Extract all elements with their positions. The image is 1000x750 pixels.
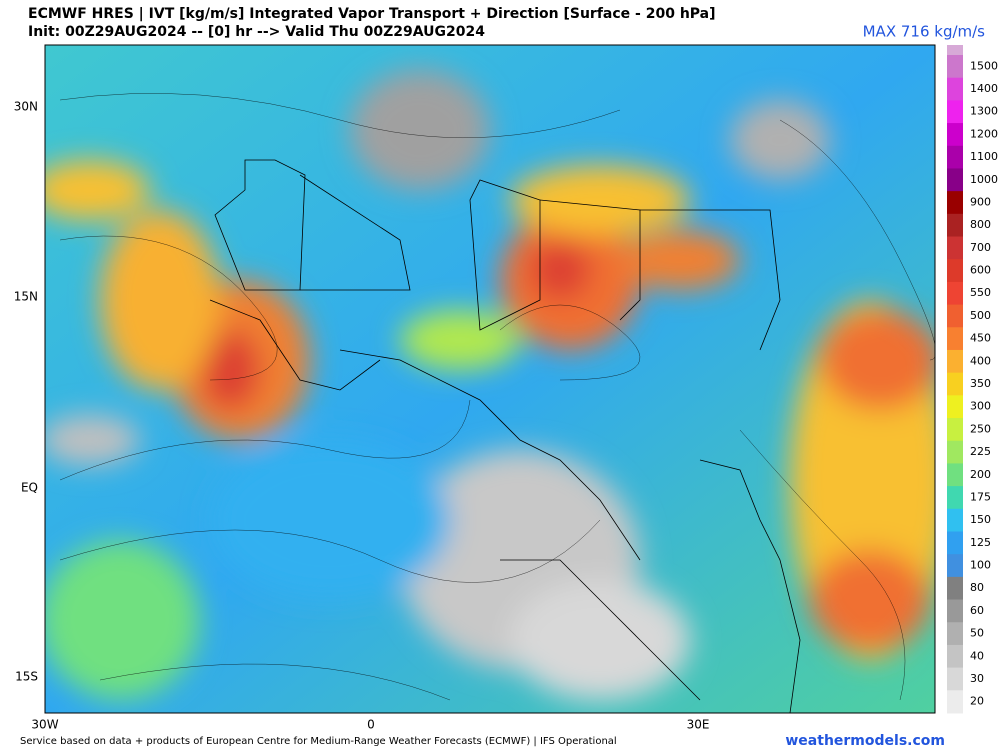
colorbar-label: 125 xyxy=(970,536,991,549)
colorbar-label: 150 xyxy=(970,513,991,526)
colorbar-label: 550 xyxy=(970,286,991,299)
colorbar-swatch xyxy=(947,554,963,578)
colorbar-label: 350 xyxy=(970,377,991,390)
lon-label: 30W xyxy=(31,718,58,732)
lat-label: EQ xyxy=(21,481,38,495)
colorbar-label: 500 xyxy=(970,309,991,322)
footer-site: weathermodels.com xyxy=(785,733,945,749)
colorbar-label: 700 xyxy=(970,241,991,254)
colorbar-label: 1000 xyxy=(970,173,998,186)
colorbar-swatch xyxy=(947,690,963,714)
colorbar-swatch xyxy=(947,599,963,623)
colorbar-label: 80 xyxy=(970,581,984,594)
colorbar-label: 50 xyxy=(970,627,984,640)
map xyxy=(45,45,935,713)
colorbar-label: 1200 xyxy=(970,127,998,140)
colorbar-swatch xyxy=(947,168,963,192)
colorbar-swatch xyxy=(947,281,963,306)
colorbar-label: 900 xyxy=(970,195,991,208)
max-label: MAX 716 kg/m/s xyxy=(863,23,986,41)
colorbar-label: 800 xyxy=(970,218,991,231)
colorbar-swatch xyxy=(947,349,963,374)
colorbar-label: 1300 xyxy=(970,105,998,118)
colorbar-swatch xyxy=(947,123,963,147)
colorbar-label: 40 xyxy=(970,649,984,662)
colorbar-label: 400 xyxy=(970,354,991,367)
colorbar-swatch xyxy=(947,531,963,555)
colorbar-swatch xyxy=(947,667,963,691)
colorbar-label: 20 xyxy=(970,695,984,708)
colorbar-swatch xyxy=(947,213,963,238)
lat-label: 15N xyxy=(14,290,38,304)
lat-label: 15S xyxy=(15,670,38,684)
colorbar-swatch xyxy=(947,236,963,260)
colorbar-swatch xyxy=(947,100,963,124)
colorbar-label: 300 xyxy=(970,400,991,413)
colorbar-swatch xyxy=(947,145,963,169)
colorbar-label: 200 xyxy=(970,468,991,481)
colorbar-swatch xyxy=(947,622,963,646)
lon-label: 30E xyxy=(687,718,710,732)
colorbar-swatch xyxy=(947,440,963,464)
colorbar-label: 100 xyxy=(970,559,991,572)
lon-label: 0 xyxy=(367,718,375,732)
colorbar-label: 60 xyxy=(970,604,984,617)
colorbar-label: 1500 xyxy=(970,59,998,72)
colorbar-label: 450 xyxy=(970,332,991,345)
colorbar-swatch xyxy=(947,508,963,532)
colorbar-swatch xyxy=(947,395,963,419)
colorbar-swatch xyxy=(947,55,963,79)
colorbar-swatch xyxy=(947,327,963,351)
colorbar-swatch xyxy=(947,576,963,601)
colorbar-swatch xyxy=(947,304,963,328)
colorbar-swatch xyxy=(947,644,963,669)
colorbar-swatch xyxy=(947,191,963,215)
footer-credit: Service based on data + products of Euro… xyxy=(20,736,617,747)
colorbar-label: 600 xyxy=(970,264,991,277)
colorbar-label: 250 xyxy=(970,422,991,435)
colorbar-swatch xyxy=(947,463,963,487)
colorbar-swatch xyxy=(947,77,963,101)
colorbar-label: 175 xyxy=(970,490,991,503)
subtitle: Init: 00Z29AUG2024 -- [0] hr --> Valid T… xyxy=(28,24,485,40)
colorbar-label: 1400 xyxy=(970,82,998,95)
title: ECMWF HRES | IVT [kg/m/s] Integrated Vap… xyxy=(28,6,716,22)
colorbar-swatch xyxy=(947,259,963,283)
colorbar-swatch xyxy=(947,486,963,510)
colorbar-swatch xyxy=(947,418,963,442)
colorbar-swatch xyxy=(947,372,963,396)
colorbar-label: 225 xyxy=(970,445,991,458)
colorbar-label: 30 xyxy=(970,672,984,685)
colorbar-label: 1100 xyxy=(970,150,998,163)
colorbar: 1500 1400 1300 1200 1100 1000 900 800 700 600 550 5… xyxy=(947,55,998,714)
lat-label: 30N xyxy=(14,100,38,114)
